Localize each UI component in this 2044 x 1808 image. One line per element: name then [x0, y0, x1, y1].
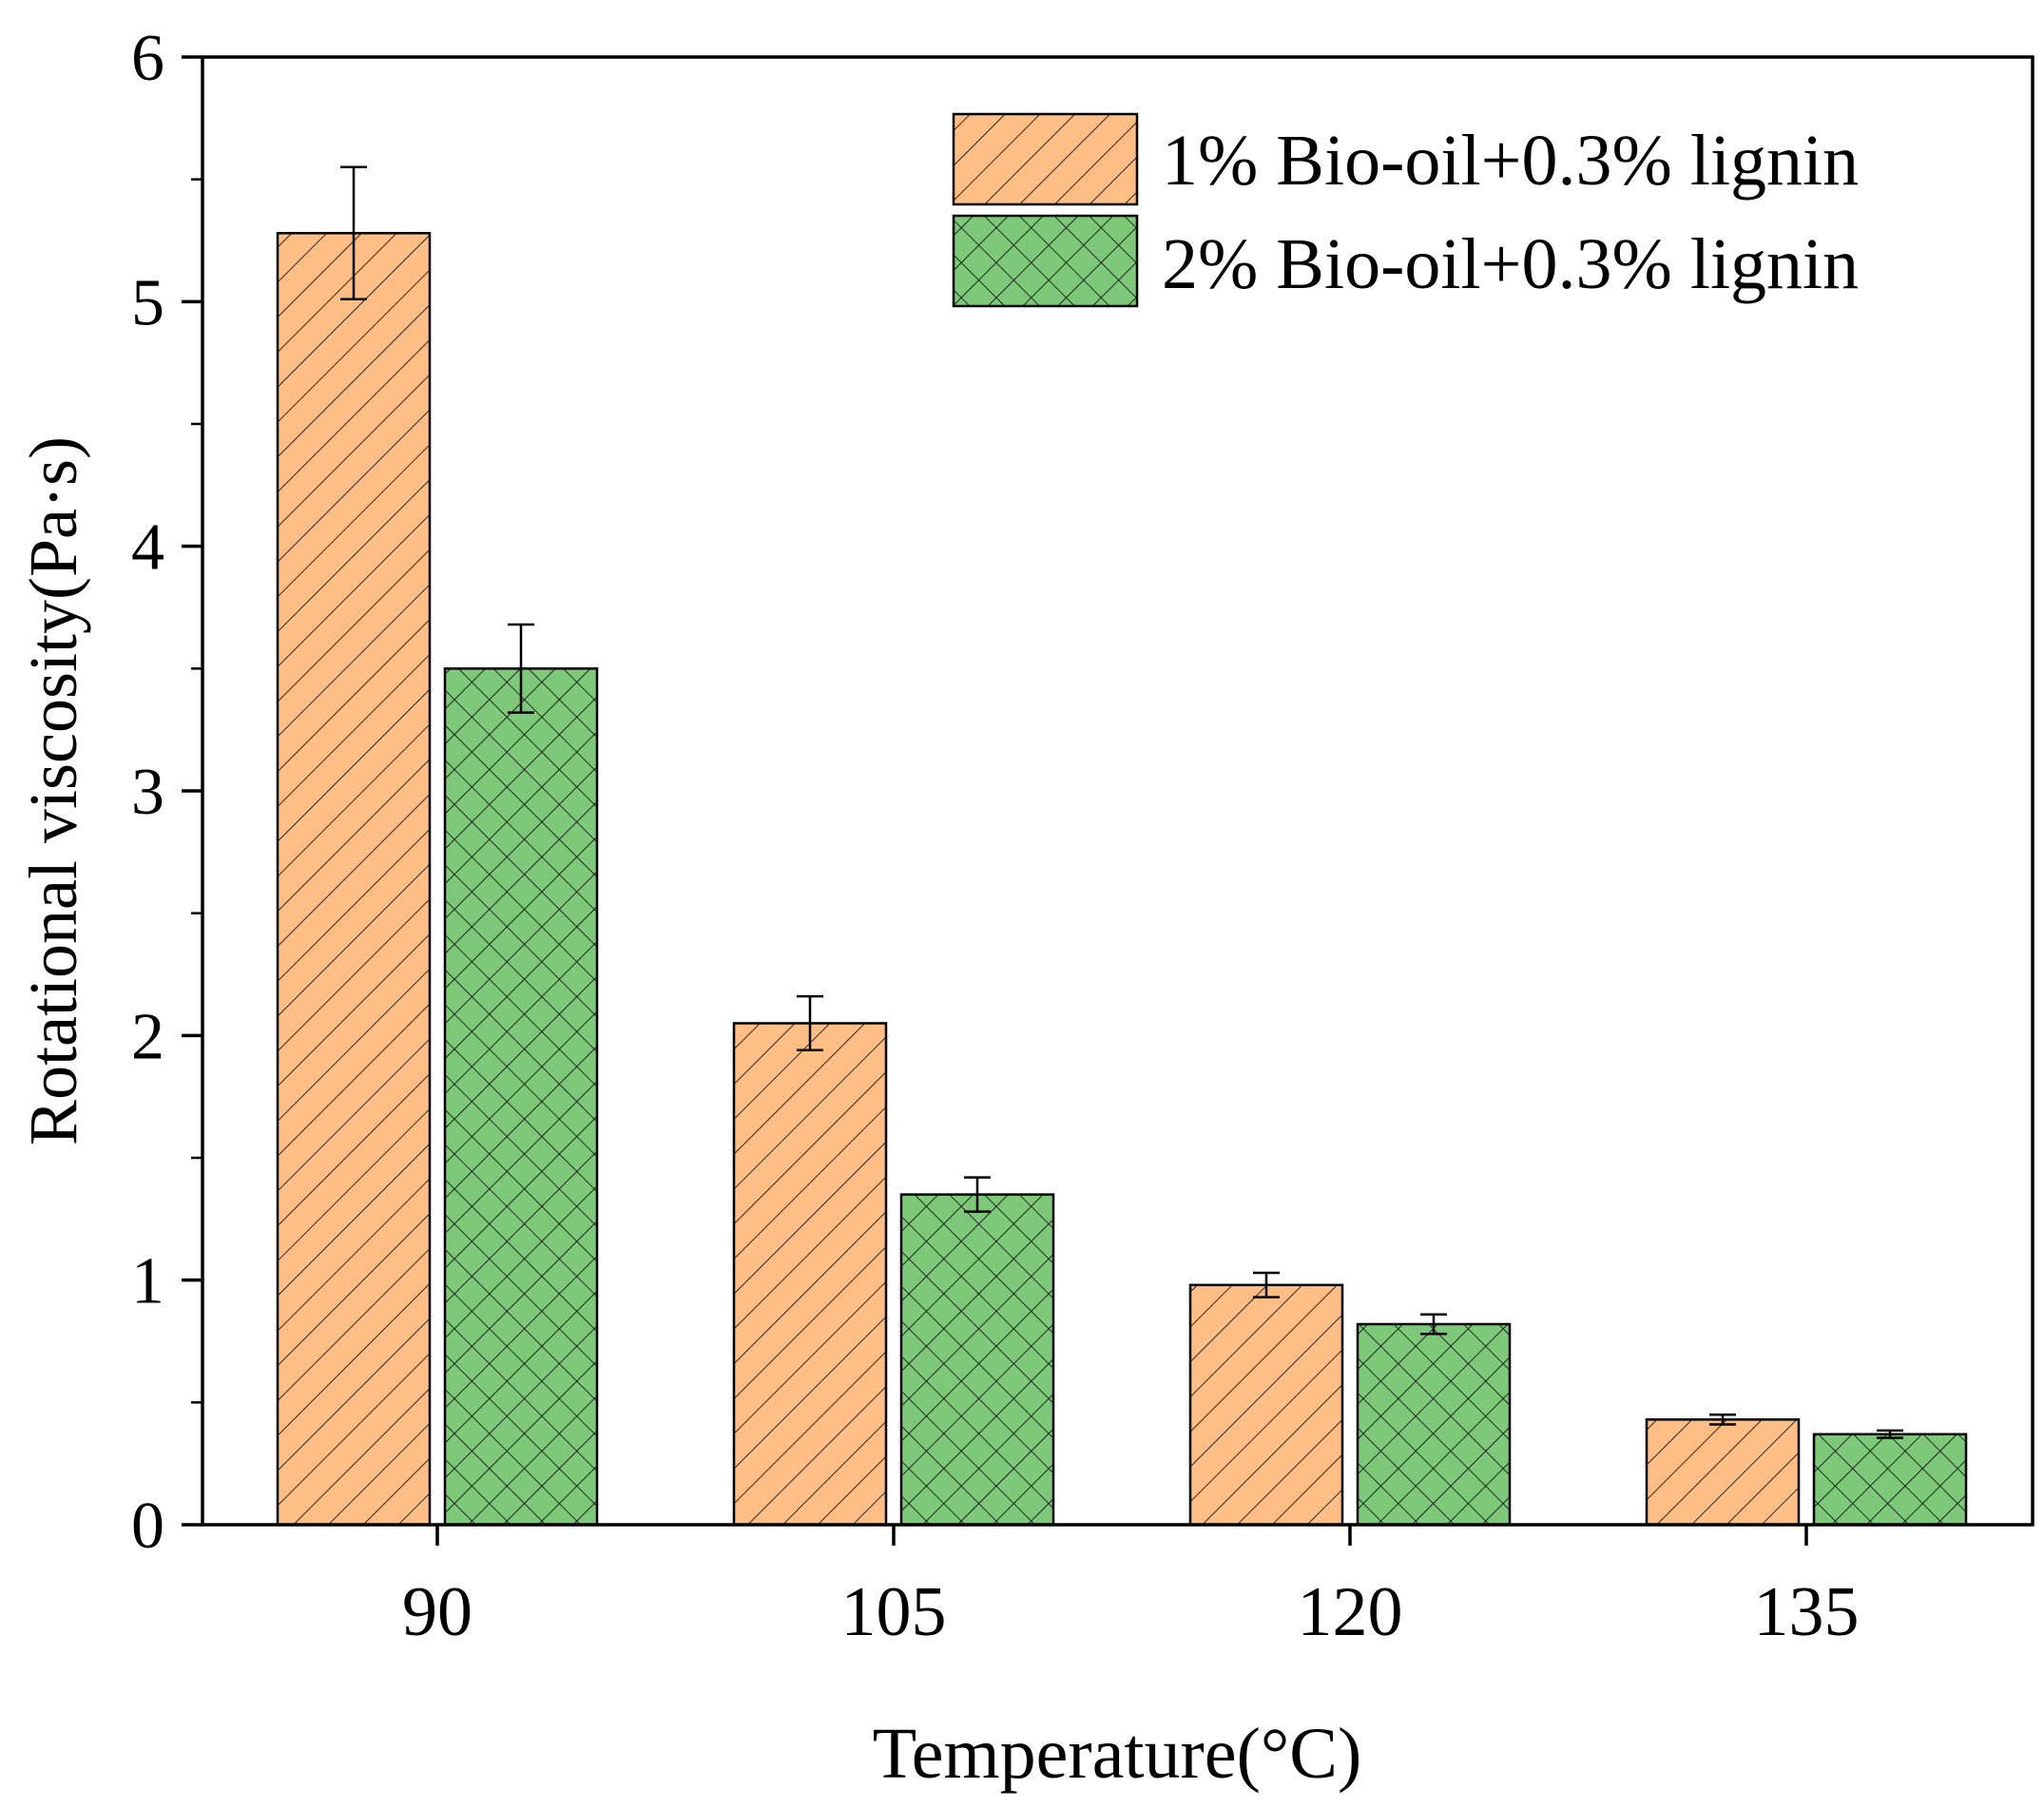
error-bar-series-1-105 — [797, 994, 823, 1052]
error-bar-series-1-120 — [1253, 1271, 1280, 1298]
error-bar-series-2-90 — [508, 623, 534, 714]
y-tick-label-3: 3 — [131, 756, 164, 829]
bar-series-2-135 — [1812, 1433, 1968, 1527]
bars-layer — [276, 232, 1968, 1527]
error-bar-series-2-135 — [1877, 1429, 1903, 1439]
legend-label-series-2: 2% Bio-oil+0.3% lignin — [1162, 224, 1859, 304]
y-axis: 0 1 2 3 4 5 6 — [131, 22, 202, 1563]
bar-series-2-90 — [443, 667, 599, 1527]
legend-label-series-1: 1% Bio-oil+0.3% lignin — [1162, 121, 1859, 201]
error-bar-series-2-105 — [964, 1176, 991, 1213]
error-bar-series-1-135 — [1709, 1413, 1736, 1426]
x-tick-label-120: 120 — [1298, 1573, 1403, 1651]
bar-series-1-120 — [1188, 1283, 1344, 1527]
y-tick-label-6: 6 — [131, 22, 164, 95]
error-bar-series-1-90 — [340, 165, 367, 301]
error-bar-series-2-120 — [1420, 1313, 1447, 1336]
x-axis-label: Temperature(°C) — [873, 1714, 1362, 1794]
x-tick-label-90: 90 — [402, 1573, 472, 1651]
x-axis: 90 105 120 135 — [402, 1525, 1860, 1651]
y-tick-label-0: 0 — [131, 1490, 164, 1563]
legend: 1% Bio-oil+0.3% lignin 2% Bio-oil+0.3% l… — [952, 112, 1859, 308]
y-tick-label-2: 2 — [131, 1000, 164, 1073]
y-tick-label-1: 1 — [131, 1245, 164, 1318]
y-tick-label-5: 5 — [131, 266, 164, 339]
legend-swatch-series-1 — [952, 112, 1139, 206]
bar-series-1-135 — [1645, 1418, 1801, 1527]
bar-series-2-120 — [1356, 1322, 1512, 1527]
y-tick-label-4: 4 — [131, 511, 164, 585]
legend-swatch-series-2 — [952, 214, 1139, 308]
bar-series-2-105 — [899, 1193, 1055, 1527]
bar-series-1-105 — [732, 1022, 888, 1527]
x-tick-label-105: 105 — [841, 1573, 947, 1651]
y-axis-label: Rotational viscosity(Pa·s) — [15, 436, 91, 1145]
x-tick-label-135: 135 — [1754, 1573, 1860, 1651]
error-bars-layer — [340, 165, 1903, 1439]
bar-series-1-90 — [276, 232, 432, 1527]
